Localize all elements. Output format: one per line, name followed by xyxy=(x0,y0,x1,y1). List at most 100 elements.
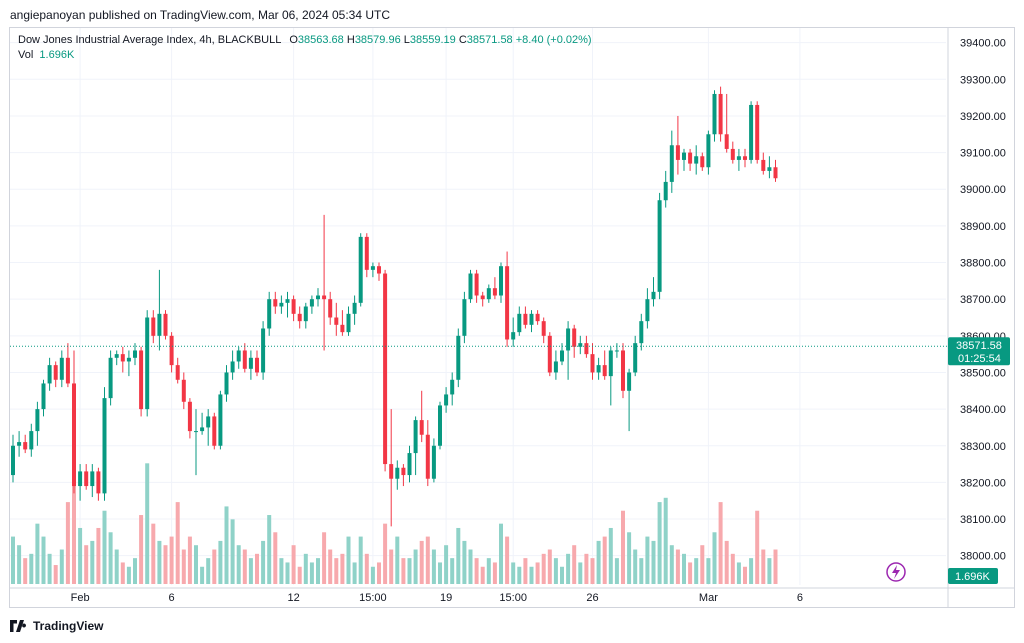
volume-bar xyxy=(218,540,223,584)
candle-body xyxy=(248,357,253,369)
volume-bar xyxy=(712,532,717,584)
volume-bar xyxy=(505,536,510,584)
tradingview-footer[interactable]: TradingView xyxy=(10,619,103,633)
volume-bar xyxy=(187,536,192,584)
candle-body xyxy=(572,328,577,347)
candle-body xyxy=(309,299,314,307)
candle-body xyxy=(663,181,668,201)
volume-bar xyxy=(663,497,668,584)
volume-bar xyxy=(682,553,686,584)
candle-body xyxy=(114,354,119,358)
candle-body xyxy=(194,431,198,433)
volume-bar xyxy=(157,540,162,584)
close-label: C xyxy=(458,34,467,46)
x-tick-label: 12 xyxy=(287,592,299,604)
volume-bar xyxy=(29,553,34,584)
volume-bar xyxy=(328,549,333,584)
candle-body xyxy=(407,453,412,476)
volume-bar xyxy=(297,566,302,584)
volume-bar xyxy=(108,532,113,584)
volume-bar xyxy=(425,536,430,584)
candle-body xyxy=(23,442,28,450)
volume-bar xyxy=(309,562,314,584)
volume-bar xyxy=(181,549,186,584)
candle-body xyxy=(553,361,558,373)
x-tick-label: 26 xyxy=(586,592,598,604)
volume-bar xyxy=(47,553,52,584)
low-label: L xyxy=(403,34,410,46)
x-tick-label: Feb xyxy=(71,592,90,604)
candle-body xyxy=(285,299,290,303)
y-tick-label: 39000.00 xyxy=(960,184,1006,196)
candle-body xyxy=(102,398,107,494)
volume-bar xyxy=(242,549,247,584)
y-tick-label: 38300.00 xyxy=(960,441,1006,453)
candle-body xyxy=(212,416,217,446)
chart-legend: Dow Jones Industrial Average Index, 4h, … xyxy=(18,33,592,63)
volume-bar xyxy=(303,553,308,584)
volume-bar xyxy=(633,549,638,584)
y-tick-label: 39200.00 xyxy=(960,111,1006,123)
candle-body xyxy=(590,354,595,373)
high-label: H xyxy=(346,34,355,46)
candle-body xyxy=(724,134,729,149)
volume-bar xyxy=(53,565,58,584)
open-value: 38563.68 xyxy=(297,34,344,46)
volume-tag-box xyxy=(948,568,998,584)
candle-body xyxy=(17,442,22,446)
candle-body xyxy=(151,317,156,336)
volume-bar xyxy=(480,566,485,584)
x-tick-label: 15:00 xyxy=(499,592,527,604)
candle-body xyxy=(633,343,638,373)
candle-body xyxy=(657,200,662,292)
candle-body xyxy=(200,427,205,432)
volume-bar xyxy=(41,536,46,584)
candle-body xyxy=(401,467,406,476)
volume-bar xyxy=(230,519,235,584)
candle-body xyxy=(694,156,699,164)
volume-bar xyxy=(194,545,198,584)
volume-bar xyxy=(529,566,534,584)
tradingview-logo-icon xyxy=(10,620,27,632)
volume-bar xyxy=(279,558,284,584)
candle-body xyxy=(242,350,247,369)
candle-body xyxy=(499,266,503,296)
volume-bar xyxy=(474,558,479,584)
candle-body xyxy=(450,379,455,395)
volume-bar xyxy=(584,553,589,584)
candle-body xyxy=(53,365,58,380)
candle-body xyxy=(389,464,394,479)
volume-bar xyxy=(114,549,119,584)
volume-bar xyxy=(346,536,351,584)
candle-body xyxy=(608,350,613,377)
candle-body xyxy=(614,350,619,352)
y-tick-label: 39300.00 xyxy=(960,74,1006,86)
candle-body xyxy=(602,365,607,377)
volume-bar xyxy=(627,532,632,584)
volume-bar xyxy=(755,510,760,584)
volume-bar xyxy=(462,540,467,584)
volume-bar xyxy=(621,510,625,584)
candle-body xyxy=(438,405,442,446)
volume-bar xyxy=(724,540,729,584)
candle-body xyxy=(47,365,52,384)
volume-bar xyxy=(730,553,735,584)
volume-bar xyxy=(35,523,40,584)
volume-bar xyxy=(322,532,327,584)
price-candles xyxy=(11,86,778,527)
volume-bar xyxy=(133,558,137,584)
candle-body xyxy=(218,394,223,446)
candle-body xyxy=(328,299,333,318)
candle-body xyxy=(523,313,528,325)
candle-body xyxy=(187,401,192,432)
candle-body xyxy=(279,302,284,307)
change-value: +8.40 (+0.02%) xyxy=(515,34,592,46)
candle-body xyxy=(413,420,418,454)
volume-bar xyxy=(206,558,211,584)
volume-bar xyxy=(675,549,680,584)
candle-body xyxy=(700,156,705,168)
volume-bar xyxy=(767,558,772,584)
candle-body xyxy=(364,236,369,270)
volume-bar xyxy=(65,502,70,584)
